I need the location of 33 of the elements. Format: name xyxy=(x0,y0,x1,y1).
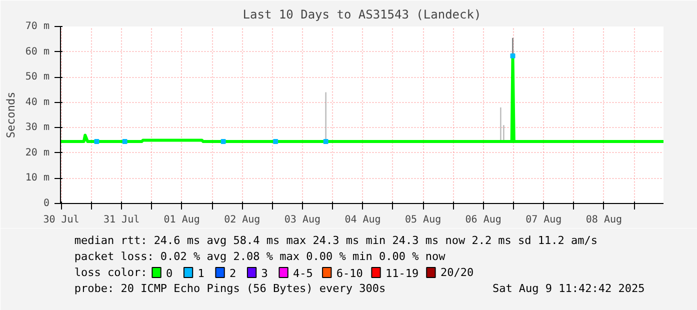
y-tick-label: 10 m xyxy=(25,172,50,184)
x-tick-label: 04 Aug xyxy=(344,214,381,226)
legend-label: 11-19 xyxy=(386,267,419,280)
x-tick-label: 30 Jul xyxy=(43,214,80,226)
legend-label: 6-10 xyxy=(336,267,363,280)
text: median rtt: 24.6 ms avg 58.4 ms max 24.3 ms min 24.3 ms now 2.2 ms sd 11.2 am/s xyxy=(74,234,598,247)
text: probe: 20 ICMP Echo Pings (56 Bytes) every 300s xyxy=(74,282,386,295)
legend-label: 2 xyxy=(230,267,236,280)
y-tick-label: 0 xyxy=(43,198,50,209)
text: packet loss: 0.02 % avg 2.08 % max 0.00 % min 0.00 % now xyxy=(74,250,446,263)
y-tick-label: 20 m xyxy=(25,147,50,158)
x-tick-label: 03 Aug xyxy=(284,214,321,226)
legend-label: 3 xyxy=(261,267,268,280)
x-tick-label: 31 Jul xyxy=(103,214,140,226)
x-tick-label: 01 Aug xyxy=(164,214,200,226)
x-tick-label: 05 Aug xyxy=(404,214,442,226)
legend-title: loss color: xyxy=(74,266,148,279)
y-tick-label: 40 m xyxy=(25,96,50,108)
y-tick-label: 30 m xyxy=(25,122,50,134)
chart-title: Last 10 Days to AS31543 (Landeck) xyxy=(242,8,482,22)
x-tick-label: 06 Aug xyxy=(465,214,502,226)
x-tick-label: 08 Aug xyxy=(586,214,622,226)
legend-label: 20/20 xyxy=(440,266,474,279)
x-tick-label: 02 Aug xyxy=(224,214,260,226)
text: Sat Aug 9 11:42:42 2025 xyxy=(492,282,645,295)
legend-label: 4-5 xyxy=(293,267,313,280)
y-tick-label: 50 m xyxy=(25,72,50,83)
x-tick-label: 07 Aug xyxy=(526,214,562,226)
legend-label: 0 xyxy=(166,267,173,280)
y-axis-title: Seconds xyxy=(4,92,18,138)
legend-label: 1 xyxy=(198,267,204,280)
y-tick-label: 60 m xyxy=(25,46,50,58)
y-tick-label: 70 m xyxy=(25,21,50,32)
